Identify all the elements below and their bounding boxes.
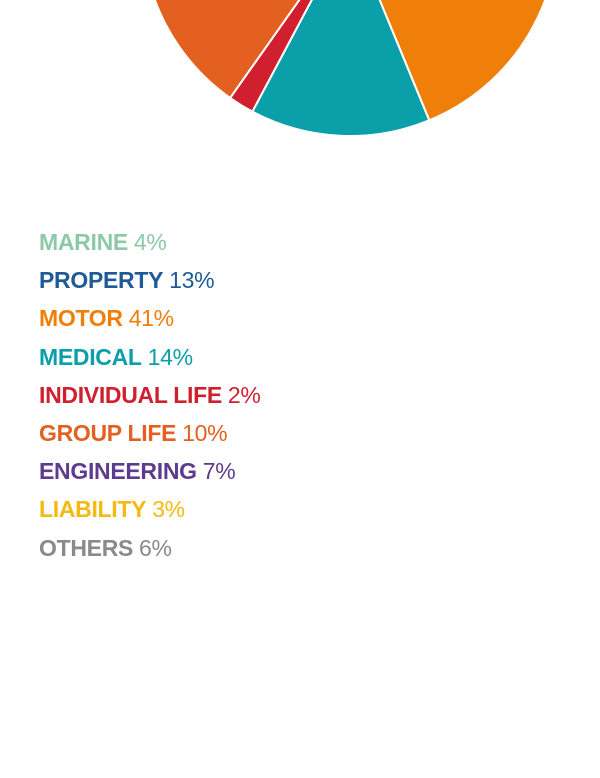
legend-value: 41%: [128, 305, 174, 332]
legend-label: MEDICAL: [39, 343, 142, 370]
chart-legend: MARINE 4% PROPERTY 13% MOTOR 41% MEDICAL 14% IND…: [39, 227, 261, 571]
legend-label: OTHERS: [39, 534, 134, 561]
legend-label: GROUP LIFE: [39, 419, 177, 446]
legend-value: 13%: [169, 267, 215, 294]
legend-label: INDIVIDUAL LIFE: [39, 381, 222, 408]
legend-item-individual-life: INDIVIDUAL LIFE 2%: [39, 380, 261, 418]
legend-value: 2%: [227, 381, 261, 408]
legend-label: LIABILITY: [39, 496, 147, 523]
legend-item-property: PROPERTY 13%: [39, 265, 261, 303]
legend-item-liability: LIABILITY 3%: [39, 494, 261, 532]
pie-slice-group-life: [153, 0, 301, 100]
legend-value: 14%: [147, 343, 193, 370]
legend-item-others: OTHERS 6%: [39, 533, 261, 571]
legend-value: 10%: [182, 419, 228, 446]
legend-label: ENGINEERING: [39, 458, 197, 485]
pie-slice-motor: [378, 0, 547, 122]
legend-value: 4%: [133, 229, 167, 255]
legend-label: MARINE: [39, 229, 128, 255]
pie-slice-medical: [250, 0, 431, 137]
legend-label: MOTOR: [39, 305, 123, 332]
legend-value: 3%: [152, 496, 185, 523]
legend-value: 7%: [202, 458, 236, 485]
legend-item-motor: MOTOR 41%: [39, 303, 261, 341]
legend-value: 6%: [139, 534, 172, 561]
pie-chart: [153, 0, 547, 137]
legend-item-medical: MEDICAL 14%: [39, 342, 261, 380]
legend-item-engineering: ENGINEERING 7%: [39, 456, 261, 494]
legend-item-marine: MARINE 4%: [39, 227, 261, 265]
legend-item-group-life: GROUP LIFE 10%: [39, 418, 261, 456]
legend-label: PROPERTY: [39, 267, 164, 294]
